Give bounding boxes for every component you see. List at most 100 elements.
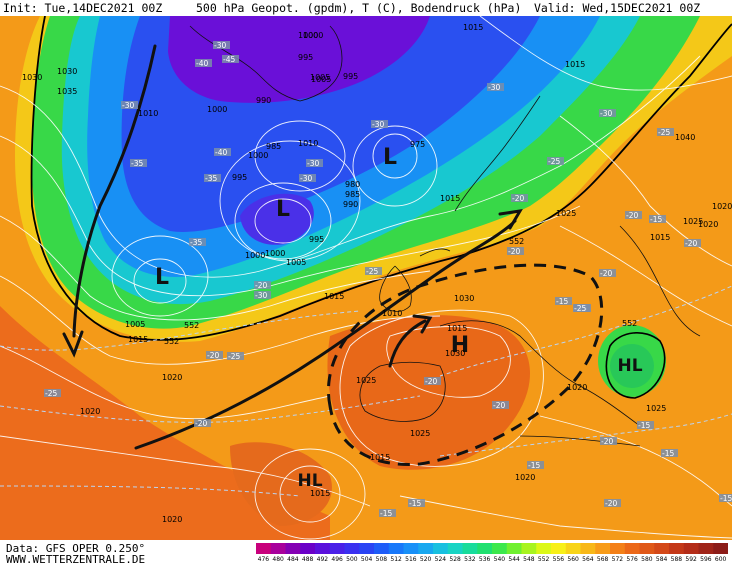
isobar-label-text: 1015 bbox=[324, 292, 344, 301]
isobar-label-text: 1015 bbox=[463, 23, 483, 32]
legend-swatch bbox=[595, 543, 611, 554]
isobar-label-text: 1005 bbox=[286, 258, 306, 267]
legend-value: 492 bbox=[316, 556, 329, 563]
legend-swatch bbox=[418, 543, 434, 554]
north-africa-coast bbox=[519, 435, 641, 447]
isobar-label: 1000 bbox=[207, 105, 227, 114]
temperature-label: -30 bbox=[371, 120, 388, 129]
temperature-label-text: -20 bbox=[600, 269, 612, 278]
temperature-label-text: -35 bbox=[205, 174, 217, 183]
isobar-label-text: 980 bbox=[345, 180, 360, 189]
contour-label-text: 552 bbox=[164, 337, 179, 346]
temperature-label-text: -40 bbox=[196, 59, 208, 68]
contour-label: 552 bbox=[509, 237, 524, 246]
isobar-label-text: 1015 bbox=[447, 324, 467, 333]
isobar-label: 1025 bbox=[683, 217, 703, 226]
isobar-label: 1020 bbox=[698, 220, 718, 229]
temperature-label-text: -20 bbox=[685, 239, 697, 248]
legend-swatch bbox=[403, 543, 419, 554]
temperature-label: -20 bbox=[625, 211, 642, 220]
isobar-label: 985 bbox=[266, 142, 281, 151]
temperature-label: -30 bbox=[306, 159, 323, 168]
temperature-label-text: -40 bbox=[215, 148, 227, 157]
temperature-label: -15 bbox=[379, 509, 396, 518]
temperature-label-text: -20 bbox=[601, 437, 613, 446]
temperature-label-text: -30 bbox=[255, 291, 267, 300]
isobar-label-text: 1020 bbox=[80, 407, 100, 416]
temperature-label: -20 bbox=[684, 239, 701, 248]
temperature-label-text: -20 bbox=[512, 194, 524, 203]
isobar-label: 1020 bbox=[162, 515, 182, 524]
temperature-label-text: -30 bbox=[488, 83, 500, 92]
isobar-label-text: 1020 bbox=[712, 202, 732, 211]
contour-label: 552 bbox=[184, 321, 199, 330]
isobar-label-text: 1010 bbox=[298, 139, 318, 148]
isobar-label-text: 1030 bbox=[454, 294, 474, 303]
temperature-label: -30 bbox=[487, 83, 504, 92]
temperature-label: -20 bbox=[194, 419, 211, 428]
isobar-label: 995 bbox=[298, 53, 313, 62]
temperature-label-text: -20 bbox=[605, 499, 617, 508]
temperature-label: -40 bbox=[195, 59, 212, 68]
legend-swatch bbox=[551, 543, 567, 554]
temperature-label: -35 bbox=[130, 159, 147, 168]
isobar-label-text: 1015 bbox=[310, 489, 330, 498]
isobar-label-text: 1000 bbox=[245, 251, 265, 260]
isobar-label: 1020 bbox=[515, 473, 535, 482]
temperature-label: -25 bbox=[365, 267, 382, 276]
isobar-label-text: 995 bbox=[309, 235, 324, 244]
isobar-label: 1000 bbox=[298, 31, 318, 40]
temperature-label-text: -25 bbox=[45, 389, 57, 398]
arrow-warm-conveyor bbox=[134, 219, 517, 450]
isobar-label-text: 1020 bbox=[515, 473, 535, 482]
british-isles-coast bbox=[379, 265, 412, 312]
temperature-label: -30 bbox=[299, 174, 316, 183]
isobar-label: 1015 bbox=[310, 489, 330, 498]
temperature-label-text: -15 bbox=[662, 449, 674, 458]
isobar-label-text: 1000 bbox=[298, 31, 318, 40]
website: WWW.WETTERZENTRALE.DE bbox=[6, 553, 146, 566]
temperature-label: -15 bbox=[555, 297, 572, 306]
temperature-label: -15 bbox=[408, 499, 425, 508]
temperature-label-text: -15 bbox=[528, 461, 540, 470]
arrow-small bbox=[388, 319, 427, 368]
temperature-label-text: -20 bbox=[255, 281, 267, 290]
isobar-label-text: 1005 bbox=[125, 320, 145, 329]
temperature-label-text: -45 bbox=[223, 55, 235, 64]
temperature-label: -15 bbox=[661, 449, 678, 458]
isobar-label: 1030 bbox=[445, 349, 465, 358]
isobar-label-text: 1020 bbox=[567, 383, 587, 392]
legend-swatch bbox=[329, 543, 345, 554]
temperature-label-text: -35 bbox=[190, 238, 202, 247]
legend-value: 560 bbox=[567, 556, 579, 563]
isobar-label-text: 985 bbox=[266, 142, 281, 151]
temperature-labels: -30-45-40-40-35 -30-35 -30-35-30-30-25-25-… bbox=[44, 41, 732, 518]
isobar-label-text: 990 bbox=[256, 96, 271, 105]
isobar-label-text: 1030 bbox=[57, 67, 77, 76]
legend-value: 572 bbox=[611, 556, 624, 563]
legend-swatch bbox=[344, 543, 360, 554]
isobar-label-text: 1000 bbox=[248, 151, 268, 160]
legend-swatch bbox=[256, 543, 272, 554]
isobar-label-text: 1025 bbox=[410, 429, 430, 438]
warm-air-hl-south bbox=[230, 442, 332, 526]
temperature-label: -20 bbox=[206, 351, 223, 360]
isobar-label-text: 1010 bbox=[382, 309, 402, 318]
temperature-label-text: -15 bbox=[556, 297, 568, 306]
isobar-label: 1015 bbox=[447, 324, 467, 333]
legend-value: 532 bbox=[464, 556, 476, 563]
high-pressure-center: H bbox=[451, 333, 469, 358]
isobar-label-text: 1025 bbox=[646, 404, 666, 413]
temperature-label: -15 bbox=[527, 461, 544, 470]
temperature-label: -30 bbox=[121, 101, 138, 110]
isobar-label: 1015 bbox=[370, 453, 390, 462]
flow-arrows bbox=[62, 44, 523, 450]
temperature-label: -25 bbox=[573, 304, 590, 313]
isobar-label: 1005 bbox=[311, 75, 331, 84]
valid-time: Valid: Wed,15DEC2021 00Z bbox=[534, 1, 701, 15]
legend-value: 592 bbox=[685, 556, 697, 563]
ireland-coast bbox=[419, 248, 451, 257]
legend-value: 488 bbox=[301, 556, 314, 563]
legend-value: 568 bbox=[596, 556, 609, 563]
